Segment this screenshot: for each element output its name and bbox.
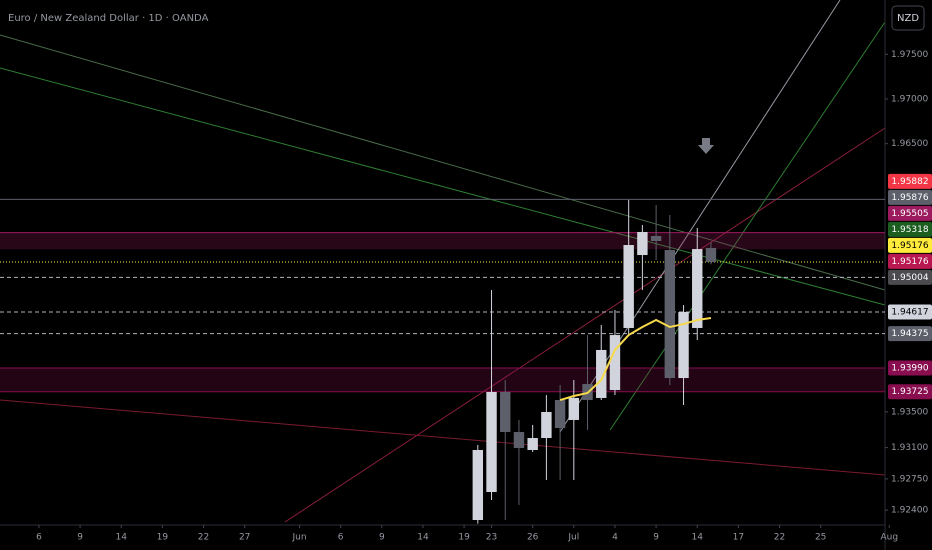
x-tick-label: Aug <box>880 533 898 543</box>
x-tick-label: 14 <box>417 533 429 543</box>
candle-body <box>678 311 689 379</box>
arrow-icon <box>698 138 714 154</box>
candle-body <box>623 245 634 328</box>
candle-body <box>486 391 497 493</box>
x-tick-label: 19 <box>157 533 169 543</box>
candle-body <box>527 438 538 450</box>
candle-body <box>637 231 648 256</box>
price-badge <box>888 253 932 269</box>
price-badge <box>888 221 932 237</box>
price-badge-label: 1.95318 <box>891 225 928 235</box>
currency-label[interactable]: NZD <box>897 13 919 24</box>
zone <box>0 368 885 392</box>
x-tick-label: 4 <box>612 533 618 543</box>
price-badge <box>888 304 932 320</box>
candle-body <box>650 235 662 242</box>
candle-body <box>692 249 703 328</box>
price-badge-label: 1.95176 <box>891 241 928 251</box>
price-badge-label: 1.95176 <box>891 257 928 267</box>
candle-body <box>554 400 566 429</box>
price-badge <box>888 384 932 400</box>
price-badge-label: 1.95004 <box>891 273 928 283</box>
price-badge <box>888 269 932 285</box>
price-badge-label: 1.95876 <box>891 193 928 203</box>
x-tick-label: 9 <box>379 533 385 543</box>
candle-body <box>541 412 552 439</box>
trend-line <box>559 0 841 433</box>
zone <box>0 232 885 250</box>
x-tick-label: 22 <box>198 533 209 543</box>
trend-line <box>284 127 886 523</box>
trend-line <box>0 67 886 306</box>
price-badge-label: 1.93990 <box>891 364 928 374</box>
x-tick-label: 17 <box>733 533 744 543</box>
x-tick-label: 23 <box>486 533 497 543</box>
y-tick-label: 1.97000 <box>891 94 928 104</box>
y-tick-label: 1.96500 <box>891 139 928 149</box>
currency-button[interactable] <box>891 5 925 31</box>
x-tick-label: 27 <box>239 533 250 543</box>
x-tick-label: 26 <box>527 533 539 543</box>
x-tick-label: 14 <box>692 533 704 543</box>
x-tick-label: 19 <box>458 533 470 543</box>
x-tick-label: 9 <box>77 533 83 543</box>
x-tick-label: 9 <box>653 533 659 543</box>
candle-body <box>568 397 580 420</box>
x-tick-label: 6 <box>36 533 42 543</box>
x-tick-label: Jul <box>567 533 579 543</box>
trend-line <box>609 21 886 431</box>
trend-lines <box>0 0 886 523</box>
price-badge-label: 1.94617 <box>891 307 928 317</box>
candle-body <box>472 450 484 520</box>
price-badge-label: 1.94375 <box>891 329 928 339</box>
y-tick-label: 1.93500 <box>891 407 928 417</box>
y-tick-label: 1.92750 <box>891 474 928 484</box>
trend-line <box>0 34 886 291</box>
price-badge-label: 1.93725 <box>891 387 928 397</box>
x-tick-label: 22 <box>774 533 785 543</box>
y-tick-label: 1.93100 <box>891 443 928 453</box>
y-tick-label: 1.92400 <box>891 506 928 516</box>
price-badge <box>888 360 932 376</box>
candle-body <box>705 247 717 263</box>
candle-body <box>513 432 525 449</box>
candle-body <box>500 391 511 433</box>
moving-average <box>559 316 712 401</box>
candle-body <box>664 250 676 379</box>
price-badge-label: 1.95505 <box>891 209 928 219</box>
trend-line <box>0 399 886 476</box>
price-badge <box>888 189 932 205</box>
x-tick-label: 25 <box>815 533 826 543</box>
price-badge <box>888 237 932 253</box>
y-tick-label: 1.97500 <box>891 50 928 60</box>
price-badge <box>888 173 932 189</box>
price-badge <box>888 326 932 342</box>
x-tick-label: 14 <box>116 533 128 543</box>
price-badge-label: 1.95882 <box>891 177 928 187</box>
chart-title: Euro / New Zealand Dollar · 1D · OANDA <box>8 13 209 24</box>
price-badge <box>888 205 932 221</box>
x-tick-label: Jun <box>291 533 306 543</box>
candle-body <box>609 335 621 391</box>
candle-body <box>596 349 607 398</box>
x-tick-label: 6 <box>338 533 344 543</box>
